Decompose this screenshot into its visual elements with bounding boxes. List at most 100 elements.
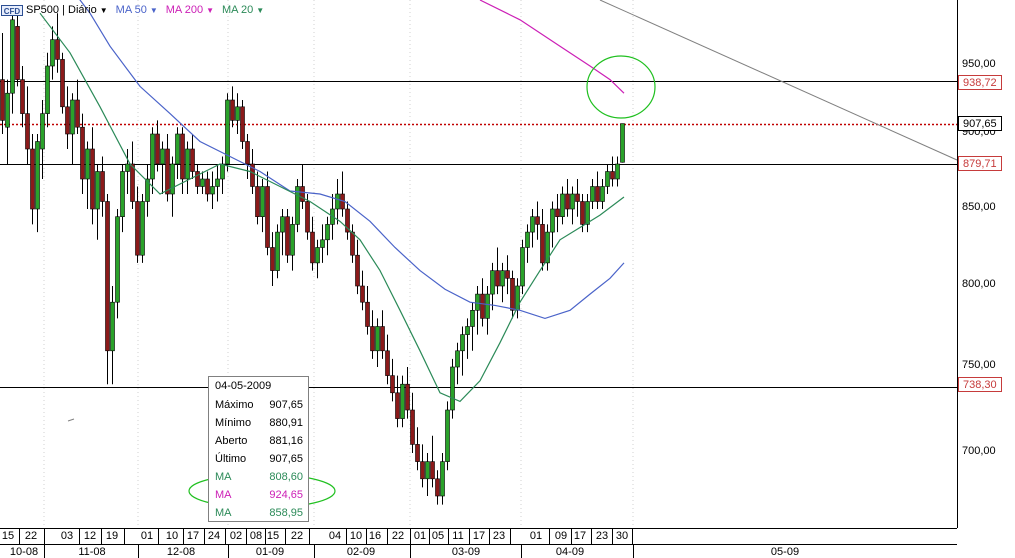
candle-body xyxy=(350,231,355,256)
candle-body xyxy=(155,133,160,165)
x-day-tick: 22 xyxy=(391,530,405,542)
tooltip-key: MA xyxy=(215,507,232,519)
candle-body xyxy=(230,99,235,121)
y-tick-label: 700,00 xyxy=(962,445,996,457)
x-day-tick: 01 xyxy=(529,530,543,542)
candle-body xyxy=(245,141,250,165)
candle-body xyxy=(400,383,405,419)
candle-body xyxy=(65,106,70,135)
symbol-label: SP500 | Diário xyxy=(26,4,97,16)
x-month-label: 03-09 xyxy=(451,546,481,558)
chevron-down-icon: ▼ xyxy=(149,6,158,15)
candle-body xyxy=(25,113,30,150)
trend-line xyxy=(599,0,958,161)
candle-body xyxy=(615,163,620,180)
candle-body xyxy=(150,133,155,180)
x-day-tick: 23 xyxy=(492,530,506,542)
tooltip-value: 907,65 xyxy=(269,453,303,465)
x-tick-separator xyxy=(632,529,633,544)
x-tick-separator xyxy=(44,529,45,544)
candle-body xyxy=(395,392,400,419)
candle-body xyxy=(435,478,440,497)
chevron-down-icon: ▼ xyxy=(99,6,108,15)
indicator-ma20[interactable]: MA 20 ▼ xyxy=(222,0,264,20)
candle-body xyxy=(15,26,20,80)
indicator-ma200[interactable]: MA 200 ▼ xyxy=(166,0,214,20)
candle-body xyxy=(520,247,525,287)
candle-body xyxy=(270,247,275,271)
candle-body xyxy=(195,171,200,187)
x-day-tick: 17 xyxy=(472,530,486,542)
candle-body xyxy=(425,461,430,480)
x-tick-separator xyxy=(183,529,184,544)
indicator-ma50[interactable]: MA 50 ▼ xyxy=(116,0,158,20)
candle-body xyxy=(450,366,455,411)
x-tick-separator xyxy=(591,529,592,544)
x-tick-separator xyxy=(410,529,411,544)
ma20-line xyxy=(39,12,625,403)
candle-body xyxy=(295,186,300,225)
candle-body xyxy=(55,39,60,60)
x-day-tick: 17 xyxy=(573,530,587,542)
candle-body xyxy=(260,186,265,218)
cfd-badge: CFD xyxy=(1,5,23,16)
data-tooltip: 04-05-2009 Máximo 907,65 Mínimo 880,91 A… xyxy=(208,376,309,522)
x-month-separator xyxy=(633,545,634,558)
annotations-layer xyxy=(67,0,958,509)
x-tick-separator xyxy=(346,529,347,544)
candle-body xyxy=(535,216,540,225)
candle-body xyxy=(595,186,600,202)
x-day-tick: 24 xyxy=(207,530,221,542)
candle-body xyxy=(370,326,375,352)
tooltip-row: Aberto 881,16 xyxy=(215,432,303,450)
candle-body xyxy=(605,171,610,187)
candle-body xyxy=(560,193,565,218)
candle-body xyxy=(465,326,470,335)
candle-body xyxy=(205,178,210,195)
day-tick-row: 15 22 03 12 19 01 10 17 24 02 08 15 22 0… xyxy=(0,529,957,544)
x-tick-separator xyxy=(489,529,490,544)
tooltip-row: MA 858,95 xyxy=(215,504,303,522)
highlight-circle xyxy=(586,55,656,119)
x-day-tick: 11 xyxy=(452,530,464,542)
x-tick-separator xyxy=(549,529,550,544)
candle-body xyxy=(120,171,125,218)
candle-body xyxy=(175,133,180,165)
candle-body xyxy=(505,270,510,279)
candle-body xyxy=(40,113,45,150)
x-tick-separator xyxy=(265,529,266,544)
moving-averages-layer xyxy=(39,0,625,403)
x-tick-separator xyxy=(510,529,511,544)
candle-body xyxy=(35,141,40,210)
time-axis[interactable]: 15 22 03 12 19 01 10 17 24 02 08 15 22 0… xyxy=(0,528,957,558)
candle-body xyxy=(440,461,445,497)
x-day-tick: 01 xyxy=(413,530,427,542)
x-tick-separator xyxy=(158,529,159,544)
x-month-separator xyxy=(314,545,315,558)
candle-body xyxy=(360,285,365,303)
candle-body xyxy=(385,350,390,376)
tooltip-value: 858,95 xyxy=(269,507,303,519)
candle-body xyxy=(110,301,115,352)
tooltip-value: 907,65 xyxy=(269,399,303,411)
candle-body xyxy=(495,270,500,287)
x-tick-separator xyxy=(571,529,572,544)
y-tick-label: 800,00 xyxy=(962,278,996,290)
x-day-tick: 09 xyxy=(554,530,568,542)
symbol-dropdown[interactable]: SP500 | Diário ▼ xyxy=(26,0,108,20)
candle-body xyxy=(225,99,230,165)
candle-body xyxy=(30,148,35,210)
candle-body xyxy=(470,309,475,327)
y-tick-label: 750,00 xyxy=(962,359,996,371)
candle-body xyxy=(95,171,100,210)
x-day-tick: 10 xyxy=(349,530,363,542)
x-day-tick: 15 xyxy=(1,530,15,542)
chart-toolbar: CFD SP500 | Diário ▼ MA 50 ▼ MA 200 ▼ MA… xyxy=(0,0,264,20)
tooltip-key: Aberto xyxy=(215,435,248,447)
candle-body xyxy=(250,163,255,187)
candle-body xyxy=(540,224,545,264)
x-day-tick: 23 xyxy=(595,530,609,542)
candle-body xyxy=(610,171,615,180)
candle-body xyxy=(80,126,85,180)
